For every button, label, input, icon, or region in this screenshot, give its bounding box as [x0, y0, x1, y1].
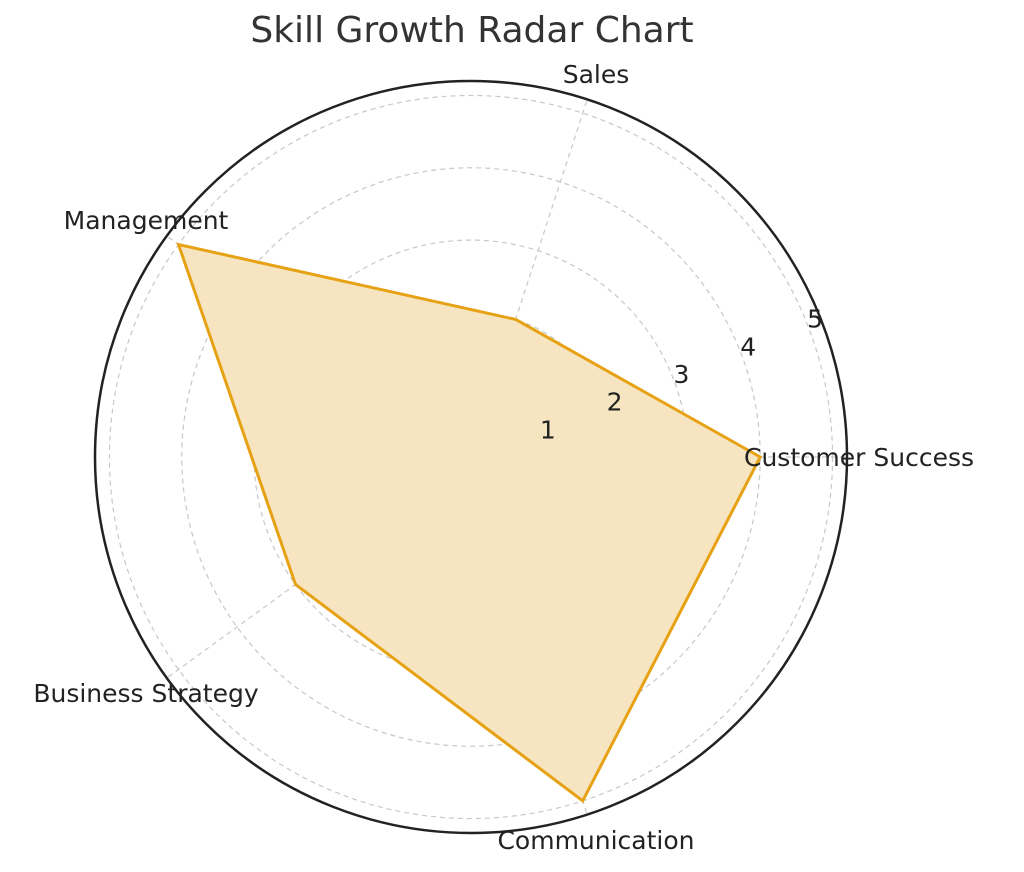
series-area	[176, 242, 763, 804]
chart-frame	[93, 79, 849, 835]
tick-label-4: 4	[740, 332, 756, 361]
series-polygon-0	[176, 242, 763, 804]
category-label-communication: Communication	[497, 826, 694, 855]
chart-title: Skill Growth Radar Chart	[250, 10, 694, 51]
category-label-sales: Sales	[563, 60, 630, 89]
category-labels: Customer Success Sales Management Business …	[33, 60, 974, 855]
category-label-business-strategy: Business Strategy	[33, 679, 259, 708]
category-label-management: Management	[64, 206, 229, 235]
series-points	[178, 244, 761, 801]
tick-label-3: 3	[673, 360, 689, 389]
tick-label-1: 1	[540, 415, 556, 444]
tick-label-2: 2	[607, 388, 623, 417]
category-label-customer-success: Customer Success	[744, 443, 974, 472]
